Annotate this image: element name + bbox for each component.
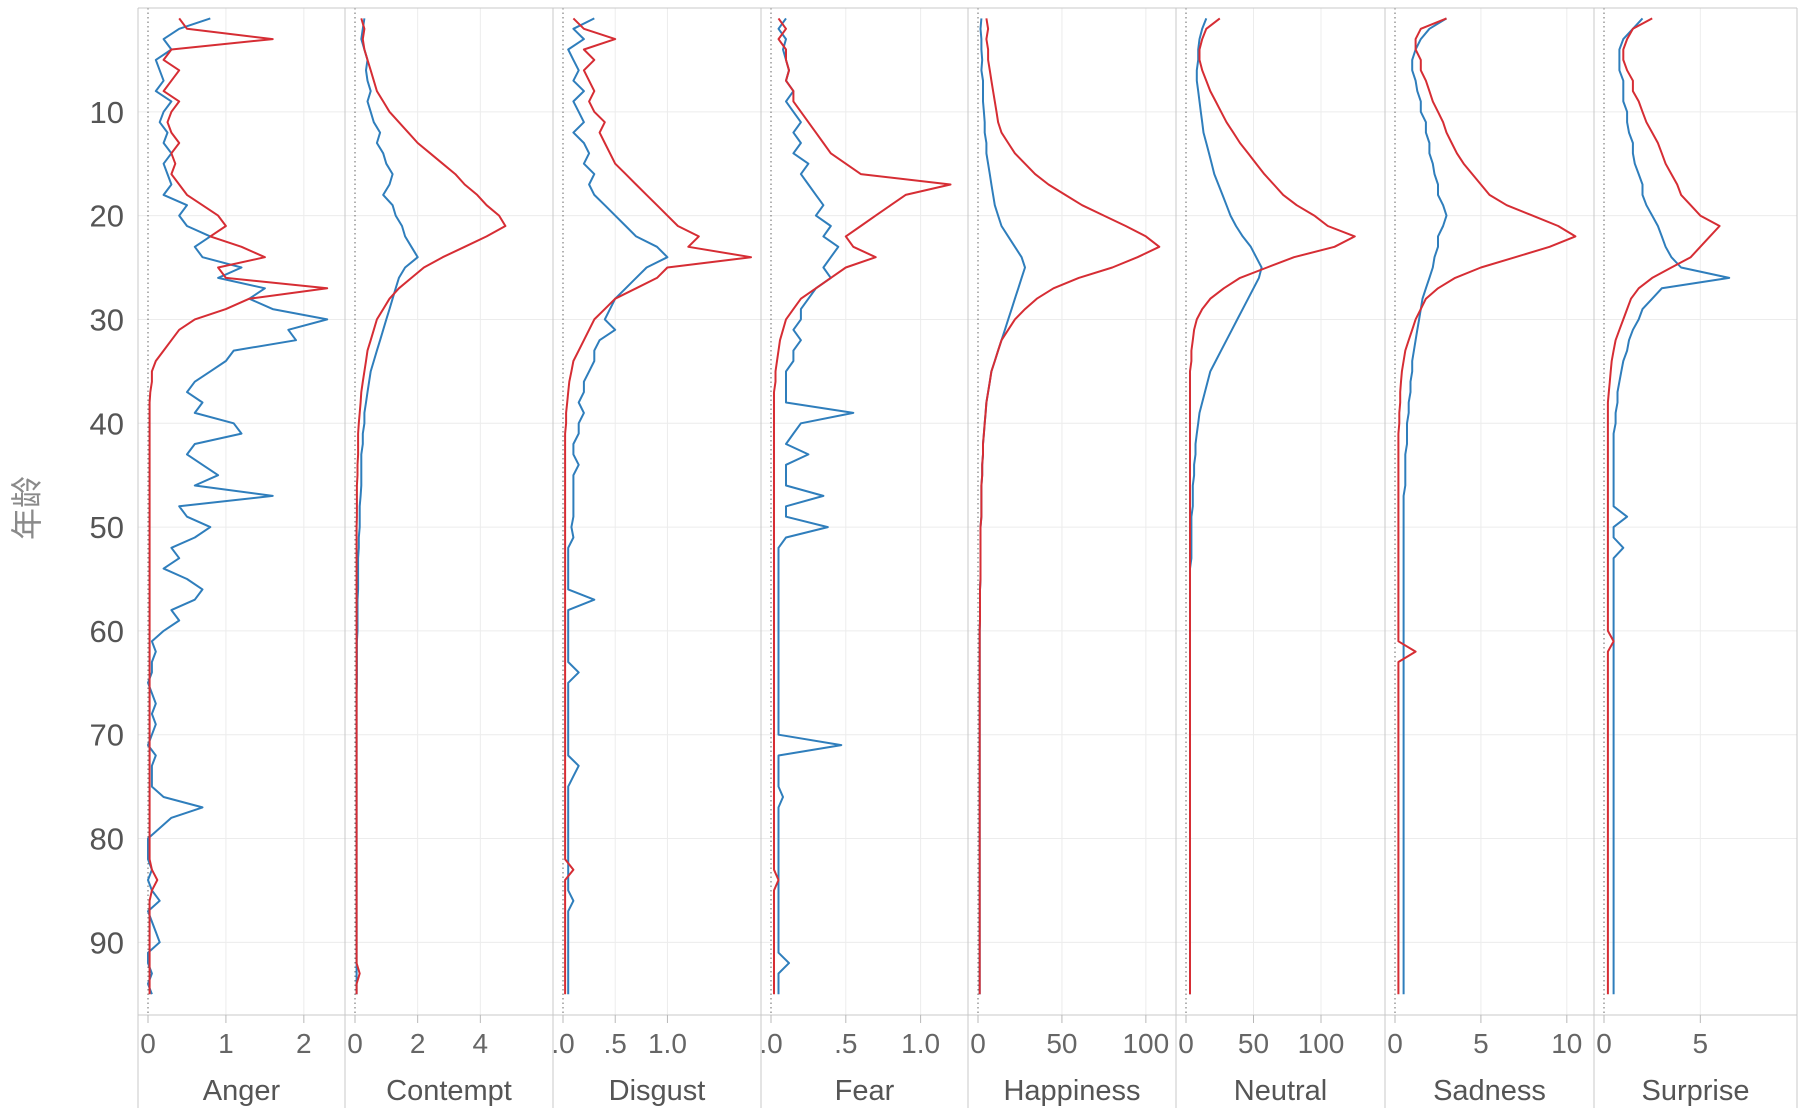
series-line-a (1402, 17, 1448, 995)
x-tick-label: .0 (759, 1028, 782, 1059)
panel-label-sadness: Sadness (1433, 1075, 1546, 1107)
series-line-a (978, 18, 1026, 995)
series-line-b (978, 18, 1161, 995)
x-tick-label: 0 (970, 1028, 986, 1059)
x-tick-label: 2 (410, 1028, 426, 1059)
x-tick-label: 0 (140, 1028, 156, 1059)
series-line-a (1189, 18, 1263, 995)
series-line-b (564, 17, 752, 995)
y-tick-label: 60 (90, 614, 124, 649)
x-tick-label: .5 (604, 1028, 627, 1059)
x-tick-label: 1 (218, 1028, 234, 1059)
y-tick-label: 80 (90, 822, 124, 857)
series-line-b (148, 17, 329, 995)
x-tick-label: .0 (551, 1028, 574, 1059)
y-tick-label: 70 (90, 718, 124, 753)
panel-label-surprise: Surprise (1642, 1075, 1750, 1107)
series-line-b (1397, 17, 1577, 995)
x-tick-label: 0 (347, 1028, 363, 1059)
y-tick-label: 40 (90, 406, 124, 441)
x-tick-label: 2 (296, 1028, 312, 1059)
x-tick-label: 0 (1387, 1028, 1403, 1059)
y-tick-label: 90 (90, 925, 124, 960)
series-line-a (567, 17, 669, 995)
x-tick-label: 5 (1693, 1028, 1709, 1059)
series-layer (147, 17, 1731, 995)
x-tick-label: 10 (1551, 1028, 1582, 1059)
panel-label-happiness: Happiness (1003, 1075, 1140, 1107)
x-tick-label: 50 (1046, 1028, 1077, 1059)
x-tick-label: 1.0 (901, 1028, 940, 1059)
y-tick-label: 30 (90, 302, 124, 337)
x-tick-label: 4 (473, 1028, 489, 1059)
panel-label-anger: Anger (203, 1075, 281, 1107)
panel-label-contempt: Contempt (386, 1075, 512, 1107)
x-tick-label: 5 (1473, 1028, 1489, 1059)
x-tick-label: 100 (1298, 1028, 1345, 1059)
series-line-a (355, 18, 419, 995)
y-tick-label: 50 (90, 510, 124, 545)
y-tick-label: 20 (90, 199, 124, 234)
x-tick-label: 0 (1596, 1028, 1612, 1059)
series-line-b (773, 17, 952, 995)
x-tick-label: 100 (1122, 1028, 1169, 1059)
x-tick-label: 50 (1238, 1028, 1269, 1059)
y-axis-title: 年龄 (8, 476, 46, 540)
y-tick-label: 10 (90, 95, 124, 130)
series-line-a (1612, 17, 1731, 995)
panel-label-fear: Fear (835, 1075, 895, 1107)
x-tick-label: 0 (1178, 1028, 1194, 1059)
x-tick-label: 1.0 (648, 1028, 687, 1059)
panel-label-neutral: Neutral (1234, 1075, 1328, 1107)
panel-label-disgust: Disgust (609, 1075, 706, 1107)
series-line-b (1606, 17, 1721, 995)
series-line-b (1189, 17, 1356, 995)
series-line-a (777, 17, 855, 995)
series-line-b (355, 18, 507, 995)
series-line-a (147, 17, 329, 995)
x-tick-label: .5 (834, 1028, 857, 1059)
grid-layer (138, 8, 1797, 1015)
